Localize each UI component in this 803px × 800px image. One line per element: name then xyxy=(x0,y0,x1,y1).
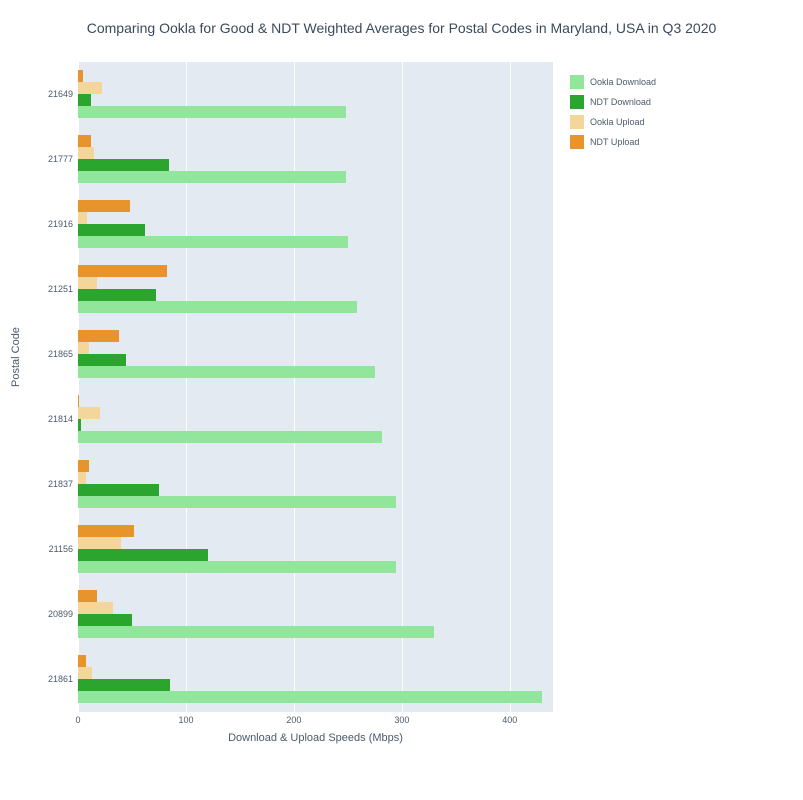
y-tick-label: 21251 xyxy=(33,284,73,294)
bar-ookla_download xyxy=(78,431,382,443)
bar-ookla_download xyxy=(78,106,346,118)
bar-ndt_download xyxy=(78,289,156,301)
legend-swatch xyxy=(570,95,584,109)
x-tick-label: 100 xyxy=(178,715,193,725)
y-tick-label: 21837 xyxy=(33,479,73,489)
bar-ookla_download xyxy=(78,691,542,703)
legend-swatch xyxy=(570,75,584,89)
bar-ndt_upload xyxy=(78,200,130,212)
x-tick-label: 0 xyxy=(75,715,80,725)
bar-ookla_upload xyxy=(78,82,102,94)
bar-ookla_upload xyxy=(78,212,87,224)
plot-area xyxy=(78,62,553,712)
y-tick-label: 21649 xyxy=(33,89,73,99)
legend-swatch xyxy=(570,115,584,129)
bar-ndt_upload xyxy=(78,70,83,82)
bar-ookla_upload xyxy=(78,537,121,549)
bar-ookla_download xyxy=(78,561,396,573)
legend-label: Ookla Download xyxy=(590,77,656,87)
bar-ndt_download xyxy=(78,354,126,366)
gridline xyxy=(510,62,511,712)
legend-swatch xyxy=(570,135,584,149)
bar-ookla_download xyxy=(78,236,348,248)
x-tick-label: 400 xyxy=(502,715,517,725)
bar-ndt_upload xyxy=(78,460,89,472)
legend-item: NDT Upload xyxy=(570,135,656,149)
x-tick-label: 200 xyxy=(286,715,301,725)
chart-title: Comparing Ookla for Good & NDT Weighted … xyxy=(0,20,803,36)
bar-ookla_upload xyxy=(78,277,97,289)
gridline xyxy=(402,62,403,712)
legend-item: Ookla Upload xyxy=(570,115,656,129)
bar-ookla_download xyxy=(78,171,346,183)
legend-item: Ookla Download xyxy=(570,75,656,89)
bar-ndt_download xyxy=(78,419,81,431)
x-tick-label: 300 xyxy=(394,715,409,725)
bar-ndt_upload xyxy=(78,330,119,342)
y-tick-label: 21814 xyxy=(33,414,73,424)
bar-ookla_upload xyxy=(78,667,92,679)
y-tick-label: 21916 xyxy=(33,219,73,229)
bar-ndt_upload xyxy=(78,265,167,277)
bar-ndt_download xyxy=(78,224,145,236)
legend-label: Ookla Upload xyxy=(590,117,645,127)
bar-ookla_upload xyxy=(78,342,89,354)
y-axis-label: Postal Code xyxy=(10,327,22,387)
y-tick-label: 21861 xyxy=(33,674,73,684)
bar-ndt_upload xyxy=(78,525,134,537)
gridline xyxy=(294,62,295,712)
bar-ndt_upload xyxy=(78,655,86,667)
y-tick-label: 21777 xyxy=(33,154,73,164)
legend: Ookla Download NDT Download Ookla Upload ND… xyxy=(570,75,656,155)
bar-ookla_download xyxy=(78,366,375,378)
bar-ookla_upload xyxy=(78,147,94,159)
bar-ndt_upload xyxy=(78,590,97,602)
bar-ndt_upload xyxy=(78,135,91,147)
legend-label: NDT Upload xyxy=(590,137,639,147)
bar-ookla_download xyxy=(78,301,357,313)
bar-ndt_download xyxy=(78,484,159,496)
bar-ndt_download xyxy=(78,679,170,691)
legend-label: NDT Download xyxy=(590,97,651,107)
bar-ndt_download xyxy=(78,159,169,171)
bar-ndt_download xyxy=(78,614,132,626)
bar-ndt_download xyxy=(78,94,91,106)
bar-ndt_upload xyxy=(78,395,79,407)
y-tick-label: 21865 xyxy=(33,349,73,359)
legend-item: NDT Download xyxy=(570,95,656,109)
gridline xyxy=(186,62,187,712)
y-tick-label: 20899 xyxy=(33,609,73,619)
bar-ndt_download xyxy=(78,549,208,561)
bar-ookla_upload xyxy=(78,407,100,419)
bar-ookla_download xyxy=(78,626,434,638)
bar-ookla_download xyxy=(78,496,396,508)
bar-ookla_upload xyxy=(78,602,113,614)
x-axis-label: Download & Upload Speeds (Mbps) xyxy=(78,732,553,744)
bar-ookla_upload xyxy=(78,472,86,484)
y-tick-label: 21156 xyxy=(33,544,73,554)
